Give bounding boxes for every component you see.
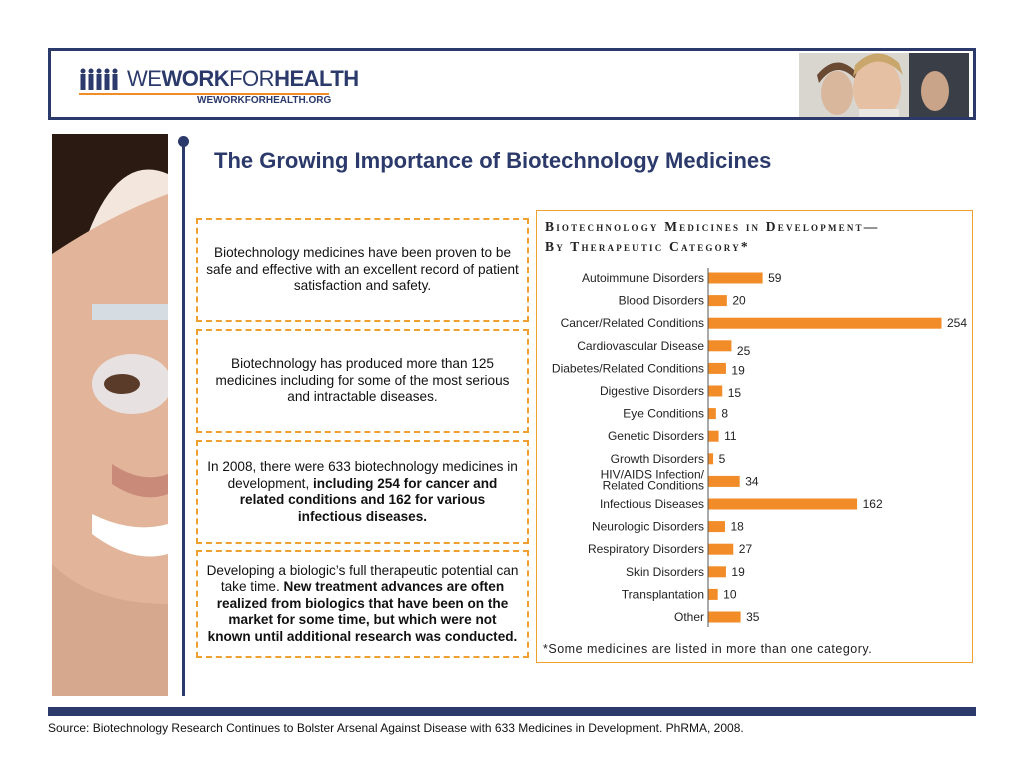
people-silhouettes-icon: [80, 68, 118, 90]
header-banner: WEWORKFORHEALTH WEWORKFORHEALTH.ORG: [48, 48, 976, 120]
chart-bar: [708, 430, 719, 442]
chart-bar: [708, 566, 726, 578]
fact-box-medicines-produced-text: Biotechnology has produced more than 125…: [215, 356, 510, 405]
logo-url: WEWORKFORHEALTH.ORG: [197, 95, 332, 106]
chart-category-label: Cancer/Related Conditions: [561, 316, 704, 330]
chart-bar: [708, 475, 740, 487]
chart-category-label: HIV/AIDS Infection/Related Conditions: [601, 467, 705, 492]
chart-value-label: 25: [737, 344, 751, 358]
fact-box-in-development-text: In 2008, there were 633 biotechnology me…: [207, 459, 518, 524]
chart-category-label: Blood Disorders: [619, 294, 704, 308]
chart-bar: [708, 408, 716, 420]
chart-value-label: 27: [739, 542, 753, 556]
chart-bar: [708, 340, 732, 352]
chart-category-label: Other: [674, 610, 704, 624]
chart-title-line2: By Therapeutic Category*: [545, 239, 750, 254]
chart-bar: [708, 453, 714, 465]
chart-bar: [708, 521, 726, 533]
chart-category-label: Respiratory Disorders: [588, 542, 704, 556]
chart-value-label: 254: [947, 316, 967, 330]
chart-category-label: Diabetes/Related Conditions: [552, 361, 704, 375]
logo-underline: [79, 93, 329, 95]
bar-chart: Biotechnology Medicines in Development— …: [543, 219, 967, 656]
chart-bar: [708, 272, 763, 284]
chart-value-label: 10: [723, 587, 737, 601]
chart-category-label: Cardiovascular Disease: [577, 339, 704, 353]
chart-category-label: Genetic Disorders: [608, 429, 704, 443]
chart-value-label: 35: [746, 610, 760, 624]
fact-box-therapeutic-potential-text: Developing a biologic’s full therapeutic…: [206, 562, 519, 644]
source-citation: Source: Biotechnology Research Continues…: [48, 721, 744, 735]
chart-panel: Biotechnology Medicines in Development— …: [536, 210, 973, 663]
chart-category-label: Digestive Disorders: [600, 384, 704, 398]
chart-bar: [708, 588, 718, 600]
weworkforhealth-logo[interactable]: WEWORKFORHEALTH WEWORKFORHEALTH.ORG: [79, 66, 359, 106]
chart-value-label: 8: [721, 407, 728, 421]
chart-category-label: Skin Disorders: [626, 565, 704, 579]
fact-box-medicines-produced: Biotechnology has produced more than 125…: [196, 329, 529, 433]
chart-category-label: Autoimmune Disorders: [582, 271, 704, 285]
chart-value-label: 20: [732, 294, 746, 308]
chart-bar: [708, 611, 741, 623]
chart-bar: [708, 385, 723, 397]
chart-value-label: 11: [724, 429, 737, 443]
chart-bar: [708, 543, 734, 555]
chart-footnote: *Some medicines are listed in more than …: [543, 642, 872, 656]
chart-category-label: Neurologic Disorders: [592, 520, 704, 534]
banner-people-photo: [799, 53, 969, 117]
chart-category-label: Growth Disorders: [611, 452, 704, 466]
chart-bar: [708, 295, 727, 307]
chart-value-label: 34: [745, 474, 759, 488]
chart-category-label: Transplantation: [622, 587, 704, 601]
vertical-divider: [182, 140, 185, 696]
chart-title-line1: Biotechnology Medicines in Development—: [545, 219, 879, 234]
chart-value-label: 15: [728, 386, 742, 400]
chart-category-label: Infectious Diseases: [600, 497, 704, 511]
chart-category-label: Eye Conditions: [623, 407, 704, 421]
chart-bar: [708, 362, 726, 374]
page-title: The Growing Importance of Biotechnology …: [214, 148, 772, 173]
chart-value-label: 18: [731, 520, 745, 534]
fact-box-in-development: In 2008, there were 633 biotechnology me…: [196, 440, 529, 544]
fact-box-safety-text: Biotechnology medicines have been proven…: [206, 245, 519, 294]
chart-bar: [708, 498, 858, 510]
chart-value-label: 59: [768, 271, 782, 285]
woman-with-safety-glasses-photo: [52, 134, 168, 696]
chart-value-label: 162: [863, 497, 883, 511]
footer-bar: [48, 707, 976, 716]
fact-box-therapeutic-potential: Developing a biologic’s full therapeutic…: [196, 550, 529, 658]
chart-value-label: 5: [719, 452, 726, 466]
chart-value-label: 19: [731, 363, 745, 377]
logo-wordmark: WEWORKFORHEALTH: [127, 66, 359, 91]
chart-value-label: 19: [731, 565, 745, 579]
chart-bar: [708, 317, 942, 329]
fact-box-safety: Biotechnology medicines have been proven…: [196, 218, 529, 322]
